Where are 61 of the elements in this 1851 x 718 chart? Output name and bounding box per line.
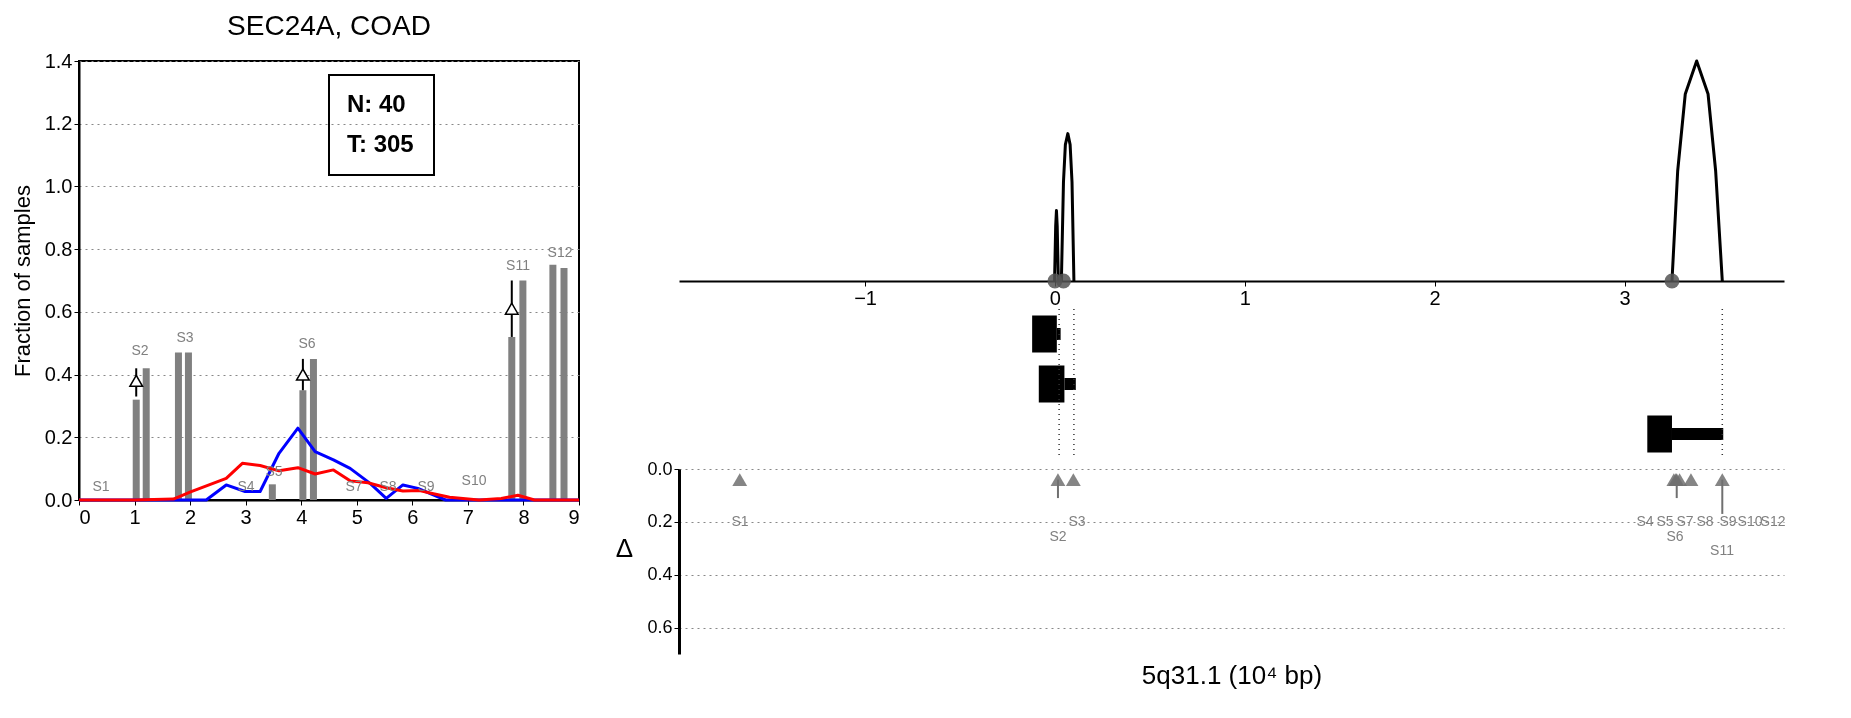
x-tick-label: 5 <box>351 505 363 528</box>
point <box>129 374 144 388</box>
annotation: S11 <box>1710 542 1735 558</box>
annotation: S8 <box>1696 513 1714 529</box>
y-tick-label: 0.6 <box>647 617 673 638</box>
annotation: S4 <box>237 478 255 494</box>
annotation: S2 <box>1049 528 1067 544</box>
annotation: S12 <box>1760 513 1786 529</box>
annotation: S9 <box>417 478 435 494</box>
annotation: S6 <box>1666 528 1684 544</box>
annotation: S1 <box>731 513 749 529</box>
point <box>504 302 519 315</box>
annotation: S7 <box>1676 513 1694 529</box>
x-tick-label: 3 <box>240 505 252 528</box>
x-axis-title: 5q31.1 (10⁴ bp) <box>1141 659 1323 690</box>
x-tick-label: 1 <box>129 505 141 528</box>
y-tick-label: 0.2 <box>44 425 73 448</box>
y-tick-label: 0.8 <box>44 237 73 260</box>
annotation: S12 <box>547 244 573 260</box>
x-tick-label: 8 <box>518 505 530 528</box>
annotation: S5 <box>1656 513 1674 529</box>
annotation: S3 <box>1068 513 1086 529</box>
annotation: N: 40 <box>347 90 406 117</box>
annotation: S10 <box>1737 513 1763 529</box>
annotation: S2 <box>131 342 149 358</box>
y-tick-label: 1.0 <box>44 174 73 197</box>
x-tick-label: 6 <box>407 505 419 528</box>
point <box>295 368 310 381</box>
y-tick-label: 1.4 <box>44 49 73 72</box>
x-tick-label: 2 <box>185 505 197 528</box>
x-tick-label: 0 <box>1049 286 1061 309</box>
annotation: S11 <box>506 257 531 273</box>
bar <box>1032 315 1057 353</box>
y-tick-label: 0.4 <box>44 363 73 386</box>
x-tick-label: 9 <box>568 505 580 528</box>
x-tick-label: 4 <box>296 505 308 528</box>
x-tick-label: 2 <box>1429 286 1441 309</box>
y-tick-label: 1.2 <box>44 112 73 135</box>
annotation: T: 305 <box>347 130 414 157</box>
annotation: S3 <box>176 329 194 345</box>
annotation: S10 <box>461 472 487 488</box>
x-tick-label: 3 <box>1619 286 1631 309</box>
y-tick-label: 0.6 <box>44 300 73 323</box>
annotation: S5 <box>265 463 283 479</box>
chart-title: SEC24A, COAD <box>227 10 431 41</box>
y-axis-title: Δ <box>615 533 634 563</box>
y-tick-label: 0.0 <box>647 458 673 479</box>
y-tick-label: 0.0 <box>44 488 73 511</box>
y-tick-label: 0.2 <box>647 511 673 532</box>
annotation: S9 <box>1719 513 1737 529</box>
annotation: S4 <box>1636 513 1654 529</box>
bar <box>268 484 276 500</box>
y-tick-label: 0.4 <box>647 564 673 585</box>
x-tick-label: 0 <box>79 505 91 528</box>
x-tick-label: 1 <box>1239 286 1251 309</box>
annotation: S7 <box>345 478 363 494</box>
x-tick-label: 7 <box>462 505 474 528</box>
x-tick-label: −1 <box>854 286 877 309</box>
y-axis-title: Fraction of samples <box>9 185 35 377</box>
annotation: S1 <box>92 478 110 494</box>
annotation: S6 <box>298 335 316 351</box>
